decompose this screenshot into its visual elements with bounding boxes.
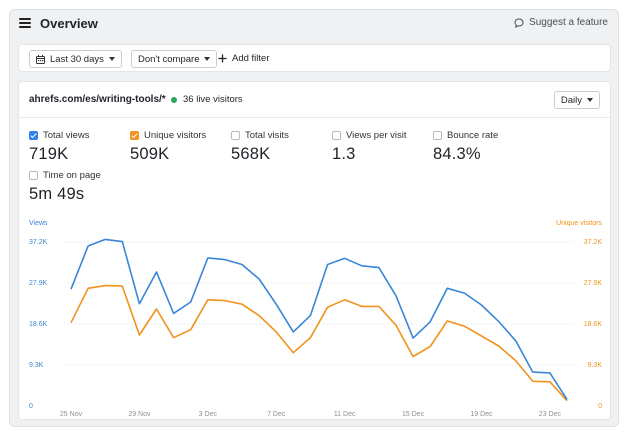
metric-value: 719K <box>29 145 69 163</box>
x-tick-label: 19 Dec <box>470 411 493 418</box>
compare-dropdown[interactable]: Don't compare <box>131 50 218 68</box>
x-tick-label: 23 Dec <box>539 411 562 418</box>
x-tick-label: 11 Dec <box>334 411 356 418</box>
metric-time-on-page[interactable]: Time on page 5m 49s <box>29 170 101 204</box>
metric-total-visits[interactable]: Total visits 568K <box>231 130 289 164</box>
checkbox-total-visits[interactable] <box>231 131 240 140</box>
metric-label: Time on page <box>43 170 101 181</box>
checkbox-unique-visitors[interactable] <box>130 131 139 140</box>
y-left-axis-label: Views <box>29 220 48 227</box>
x-tick-label: 15 Dec <box>402 411 425 418</box>
suggest-feature-link[interactable]: Suggest a feature <box>514 17 608 28</box>
x-tick-label: 29 Nov <box>128 411 151 418</box>
date-range-label: Last 30 days <box>50 53 104 65</box>
x-tick-label: 7 Dec <box>267 411 286 418</box>
y-right-tick-label: 0 <box>598 403 602 410</box>
metric-label: Total visits <box>245 130 289 141</box>
metric-value: 1.3 <box>332 145 356 163</box>
y-right-tick-label: 18.6K <box>584 321 603 328</box>
metric-value: 568K <box>231 145 271 163</box>
metric-label: Total views <box>43 130 90 141</box>
metric-value: 84.3% <box>433 145 481 163</box>
calendar-icon <box>36 54 45 64</box>
hamburger-menu-icon[interactable] <box>19 18 31 28</box>
x-tick-label: 25 Nov <box>60 411 83 418</box>
metric-views-per-visit[interactable]: Views per visit 1.3 <box>332 130 407 164</box>
live-visitors-label: 36 live visitors <box>183 94 243 105</box>
app-window: Overview Suggest a feature Last 30 days … <box>9 9 619 427</box>
metric-value: 5m 49s <box>29 185 85 203</box>
plus-icon <box>218 54 227 63</box>
date-range-dropdown[interactable]: Last 30 days <box>29 50 122 68</box>
y-left-tick-label: 18.6K <box>29 321 48 328</box>
chevron-down-icon <box>587 98 593 102</box>
traffic-card: ahrefs.com/es/writing-tools/* 36 live vi… <box>18 81 611 420</box>
add-filter-button[interactable]: Add filter <box>218 53 270 64</box>
granularity-dropdown[interactable]: Daily <box>553 91 600 109</box>
checkbox-bounce-rate[interactable] <box>433 131 442 140</box>
card-header: ahrefs.com/es/writing-tools/* 36 live vi… <box>19 82 610 118</box>
compare-label: Don't compare <box>138 53 200 65</box>
y-right-tick-label: 27.9K <box>584 280 603 287</box>
metric-label: Bounce rate <box>447 130 499 141</box>
metric-unique-visitors[interactable]: Unique visitors 509K <box>130 130 206 164</box>
checkbox-total-views[interactable] <box>29 131 38 140</box>
chevron-down-icon <box>108 57 115 61</box>
y-left-tick-label: 37.2K <box>29 239 48 246</box>
metric-bounce-rate[interactable]: Bounce rate 84.3% <box>433 130 498 164</box>
y-right-tick-label: 37.2K <box>584 239 603 246</box>
metric-total-views[interactable]: Total views 719K <box>29 130 89 164</box>
metric-value: 509K <box>130 145 170 163</box>
page-title: Overview <box>40 16 98 31</box>
add-filter-label: Add filter <box>232 53 270 64</box>
series-line-total-views <box>70 238 568 400</box>
granularity-label: Daily <box>560 94 582 106</box>
speech-bubble-icon <box>514 17 524 28</box>
y-right-tick-label: 9.3K <box>588 362 603 369</box>
live-visitors: 36 live visitors <box>171 94 243 105</box>
y-left-tick-label: 0 <box>29 403 33 410</box>
site-url: ahrefs.com/es/writing-tools/* <box>29 94 166 105</box>
y-left-tick-label: 9.3K <box>29 362 44 369</box>
y-right-axis-label: Unique visitors <box>556 220 602 227</box>
suggest-feature-label: Suggest a feature <box>529 17 608 28</box>
traffic-line-chart: 0 0 9.3K 9.3K 18.6K 18.6K 27.9K 27.9K 37.2K 37.2K… <box>29 220 603 418</box>
checkbox-time-on-page[interactable] <box>29 171 38 180</box>
y-left-tick-label: 27.9K <box>29 280 48 287</box>
chevron-down-icon <box>204 57 211 61</box>
series-line-unique-visitors <box>70 284 568 402</box>
x-tick-label: 3 Dec <box>199 411 218 418</box>
metric-label: Views per visit <box>346 130 407 141</box>
top-bar: Overview Suggest a feature <box>10 10 618 38</box>
checkbox-views-per-visit[interactable] <box>332 131 341 140</box>
live-status-dot-icon <box>171 96 177 103</box>
filter-bar: Last 30 days Don't compare Add filter <box>18 44 611 72</box>
metric-label: Unique visitors <box>144 130 207 141</box>
